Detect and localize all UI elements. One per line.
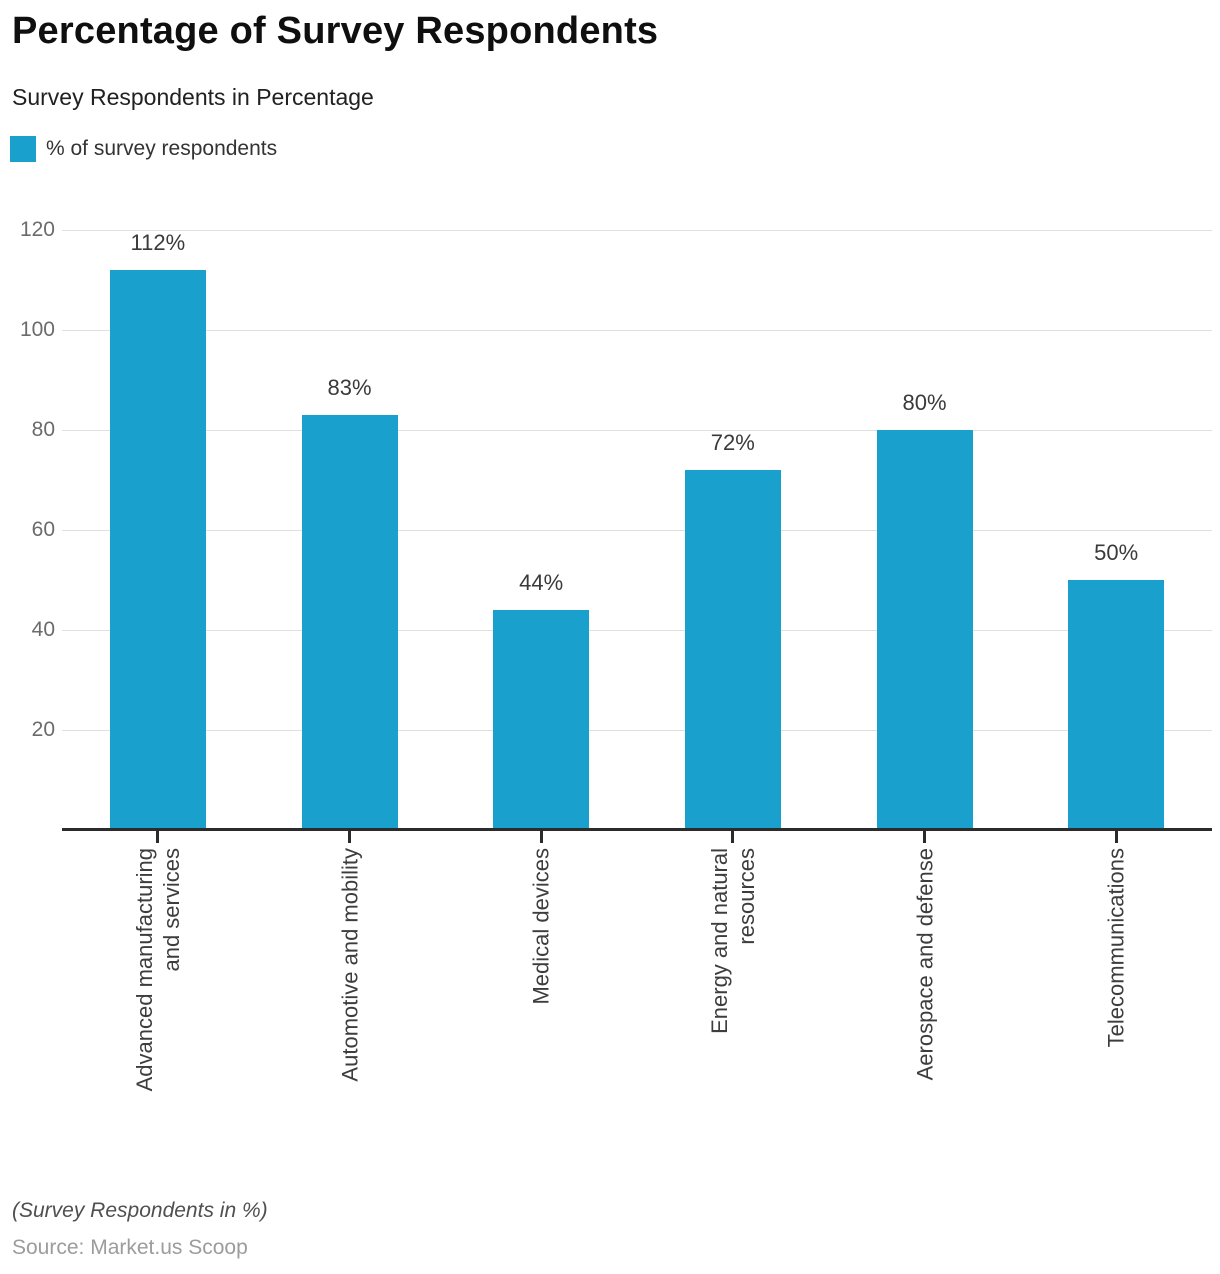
x-axis-line [62,828,1212,831]
bar[interactable] [1068,580,1165,830]
bar-value-label: 50% [1094,540,1139,565]
legend-swatch-icon [10,136,36,162]
category-label: Medical devices [528,848,555,1148]
category-label: Aerospace and defense [911,848,938,1148]
x-axis-tick [156,831,160,843]
bar-value-label: 44% [519,570,564,595]
source-credit: Source: Market.us Scoop [12,1236,248,1259]
bar-value-label: 80% [902,390,947,415]
bar-value-label: 83% [327,375,372,400]
category-label: Automotive and mobility [336,848,363,1148]
category-label-line: and services [158,848,184,972]
gridline [62,430,1212,431]
x-axis-tick [1114,831,1118,843]
category-label-line: Automotive and mobility [337,848,362,1082]
legend[interactable]: % of survey respondents [10,136,277,162]
gridline [62,330,1212,331]
category-label-line: resources [733,848,759,945]
category-label: Telecommunications [1103,848,1130,1148]
y-axis-tick-label: 120 [19,218,55,241]
gridline [62,530,1212,531]
bar[interactable] [493,610,590,830]
category-label-line: Advanced manufacturing [131,848,157,1092]
x-axis-tick [923,831,926,843]
category-label: Advanced manufacturing and services [131,848,185,1148]
category-label: Energy and natural resources [706,848,760,1148]
gridline [62,230,1212,231]
category-label-line: Aerospace and defense [912,848,937,1081]
footnote: (Survey Respondents in %) [12,1199,268,1222]
chart-subtitle: Survey Respondents in Percentage [12,84,374,110]
page-title: Percentage of Survey Respondents [12,10,659,52]
category-label-line: Energy and natural [706,848,732,1034]
x-axis-tick [731,831,735,843]
y-axis-tick-label: 20 [31,718,55,741]
x-axis-tick [348,831,351,843]
gridline [62,630,1212,631]
category-label-line: Medical devices [528,848,554,1005]
bar-value-label: 112% [130,230,186,255]
bar[interactable] [109,270,206,830]
y-axis-tick-label: 60 [31,518,55,541]
y-axis-tick-label: 80 [31,418,55,441]
y-axis-tick-label: 100 [19,318,55,341]
bar-value-label: 72% [710,430,755,455]
category-label-line: Telecommunications [1103,848,1129,1048]
bar[interactable] [301,415,398,830]
y-axis-tick-label: 40 [31,618,55,641]
bar[interactable] [876,430,973,830]
gridline [62,730,1212,731]
legend-label: % of survey respondents [46,137,278,160]
bar[interactable] [684,470,781,830]
x-axis-tick [539,831,543,843]
